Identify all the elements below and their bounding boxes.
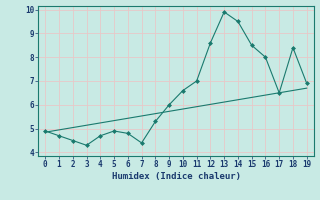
X-axis label: Humidex (Indice chaleur): Humidex (Indice chaleur)	[111, 172, 241, 181]
